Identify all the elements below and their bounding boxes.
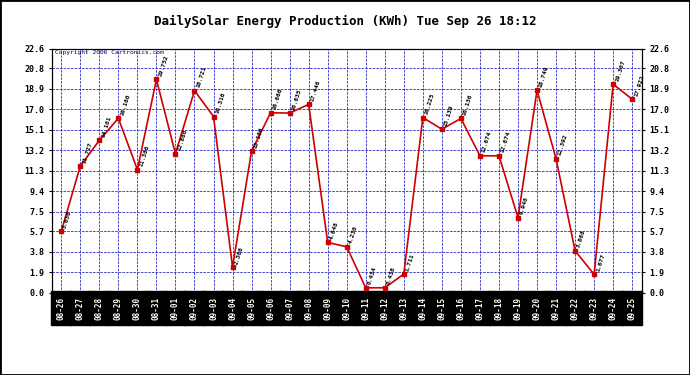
Text: 17.446: 17.446	[310, 79, 322, 102]
Text: 2.366: 2.366	[233, 246, 244, 265]
Text: 3.868: 3.868	[576, 229, 586, 249]
Text: 16.635: 16.635	[290, 88, 302, 111]
Text: 16.316: 16.316	[215, 92, 226, 114]
Text: 14.101: 14.101	[100, 116, 112, 138]
Text: 18.749: 18.749	[538, 65, 550, 88]
Text: 13.100: 13.100	[253, 126, 264, 149]
Text: 11.386: 11.386	[138, 145, 150, 168]
Text: 17.922: 17.922	[633, 74, 645, 97]
Text: 12.860: 12.860	[177, 129, 188, 152]
Text: 0.434: 0.434	[366, 266, 377, 286]
Text: 6.940: 6.940	[519, 196, 529, 216]
Text: 19.752: 19.752	[157, 54, 169, 77]
Text: Copyright 2006 Cartronics.com: Copyright 2006 Cartronics.com	[55, 50, 164, 55]
Text: 0.438: 0.438	[386, 266, 396, 286]
Text: 1.677: 1.677	[595, 253, 606, 272]
Text: DailySolar Energy Production (KWh) Tue Sep 26 18:12: DailySolar Energy Production (KWh) Tue S…	[154, 15, 536, 28]
Text: 16.666: 16.666	[272, 88, 284, 111]
Text: 12.392: 12.392	[557, 134, 569, 157]
Text: 5.656: 5.656	[62, 210, 72, 230]
Text: 11.727: 11.727	[81, 141, 93, 164]
Text: 16.136: 16.136	[462, 93, 473, 116]
Text: 1.711: 1.711	[405, 252, 415, 272]
Text: 16.225: 16.225	[424, 92, 435, 116]
Text: 19.307: 19.307	[614, 59, 626, 82]
Text: 12.674: 12.674	[481, 131, 493, 154]
Text: 16.160: 16.160	[119, 93, 131, 116]
Text: 4.230: 4.230	[348, 225, 358, 245]
Text: 15.139: 15.139	[443, 104, 455, 127]
Text: 18.721: 18.721	[195, 66, 207, 88]
Text: 12.674: 12.674	[500, 131, 511, 154]
Text: 4.648: 4.648	[328, 221, 339, 240]
